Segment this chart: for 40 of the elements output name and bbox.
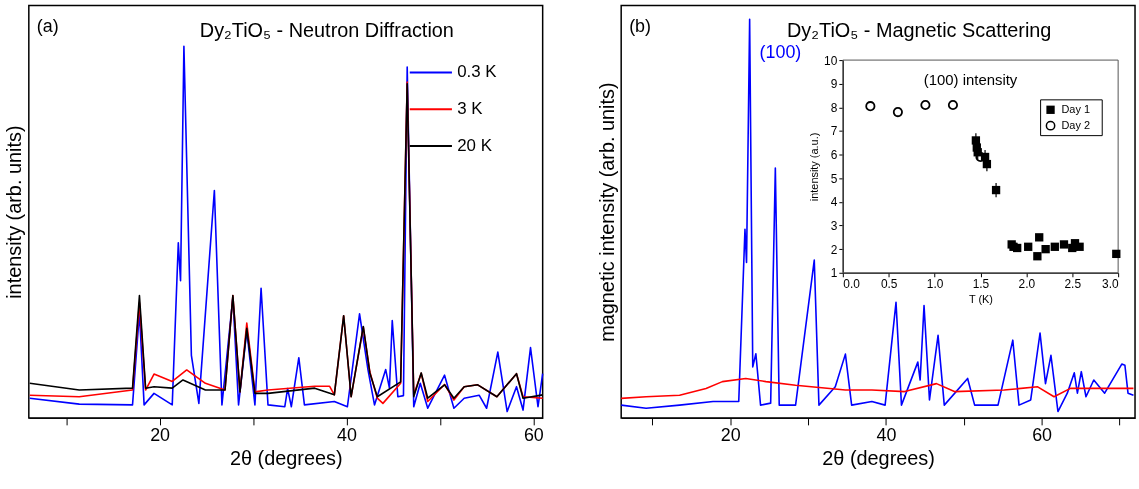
- x-tick-label: 20: [720, 425, 741, 446]
- legend-label: 0.3 K: [457, 62, 498, 82]
- y-tick-label: 8: [830, 100, 838, 115]
- text: (a): [36, 16, 59, 37]
- x-tick-label: 1.5: [972, 277, 990, 292]
- y-axis-title: intensity (arb. units): [3, 125, 26, 299]
- y-tick-label: 1: [830, 266, 838, 281]
- x-tick-label: 2.5: [1064, 277, 1082, 292]
- legend-label: 3 K: [457, 99, 484, 119]
- x-tick-label: 2.0: [1018, 277, 1036, 292]
- y-tick-label: 3: [830, 218, 838, 233]
- x-tick-label: 60: [523, 425, 544, 446]
- x-tick-label: 60: [1032, 425, 1053, 446]
- x-tick-label: 20: [150, 425, 171, 446]
- x-axis-title: T (K): [968, 293, 994, 306]
- chart-title: Dy₂TiO₅ - Magnetic Scattering: [787, 19, 1052, 42]
- chart-title: Dy₂TiO₅ - Neutron Diffraction: [199, 19, 454, 42]
- legend-label: Day 2: [1061, 118, 1091, 131]
- y-axis-title: magnetic intensity (arb. units): [595, 82, 618, 342]
- x-axis-title: 2θ (degrees): [229, 447, 343, 470]
- annotation: (b): [629, 16, 651, 37]
- y-tick-label: 5: [830, 171, 838, 186]
- y-tick-label: 9: [830, 77, 838, 92]
- legend-label: Day 1: [1061, 102, 1091, 115]
- y-tick-label: 7: [830, 124, 838, 139]
- y-axis-title: intensity (a.u.): [808, 132, 821, 202]
- y-tick-label: 2: [830, 242, 838, 257]
- x-tick-label: 40: [337, 425, 357, 446]
- annotation: (100): [759, 42, 802, 63]
- x-tick-label: 3.0: [1102, 277, 1119, 292]
- y-tick-label: 6: [830, 148, 838, 163]
- x-tick-label: 1.0: [926, 277, 944, 292]
- x-tick-label: 0.5: [880, 277, 898, 292]
- x-tick-label: 40: [876, 425, 897, 446]
- x-tick-label: 0.0: [843, 277, 861, 292]
- text: (100) intensity: [923, 71, 1018, 88]
- x-axis-title: 2θ (degrees): [822, 447, 935, 470]
- y-tick-label: 4: [830, 195, 838, 210]
- y-tick-label: 10: [824, 53, 838, 68]
- legend-label: 20 K: [457, 136, 493, 156]
